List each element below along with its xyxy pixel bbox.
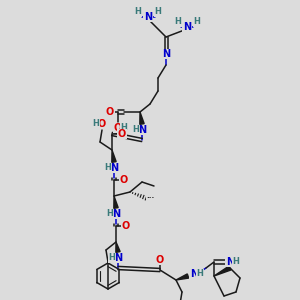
Text: N: N (190, 269, 198, 279)
Text: N: N (110, 163, 118, 173)
Text: H: H (194, 17, 200, 26)
Text: H: H (154, 8, 161, 16)
Polygon shape (116, 242, 120, 252)
Text: N: N (114, 253, 122, 263)
Text: ···: ··· (146, 195, 154, 201)
Polygon shape (112, 150, 116, 162)
Text: N: N (112, 209, 120, 219)
Text: O: O (106, 107, 114, 117)
Text: N: N (138, 125, 146, 135)
Text: H: H (175, 17, 182, 26)
Polygon shape (114, 196, 118, 208)
Text: O: O (228, 257, 236, 267)
Text: N: N (183, 22, 191, 32)
Text: N: N (162, 49, 170, 59)
Polygon shape (176, 274, 189, 280)
Text: O: O (98, 119, 106, 129)
Text: O: O (114, 123, 122, 133)
Text: H: H (196, 269, 203, 278)
Text: N: N (144, 12, 152, 22)
Text: H: H (121, 124, 128, 133)
Text: H: H (105, 164, 111, 172)
Text: H: H (133, 125, 140, 134)
Text: O: O (118, 129, 126, 139)
Text: O: O (122, 221, 130, 231)
Text: O: O (120, 175, 128, 185)
Text: H: H (232, 257, 239, 266)
Text: H: H (135, 8, 141, 16)
Text: H: H (106, 209, 113, 218)
Text: H: H (109, 254, 116, 262)
Text: H: H (93, 119, 99, 128)
Polygon shape (214, 266, 231, 276)
Polygon shape (140, 112, 144, 124)
Text: O: O (156, 255, 164, 265)
Text: N: N (226, 257, 234, 267)
